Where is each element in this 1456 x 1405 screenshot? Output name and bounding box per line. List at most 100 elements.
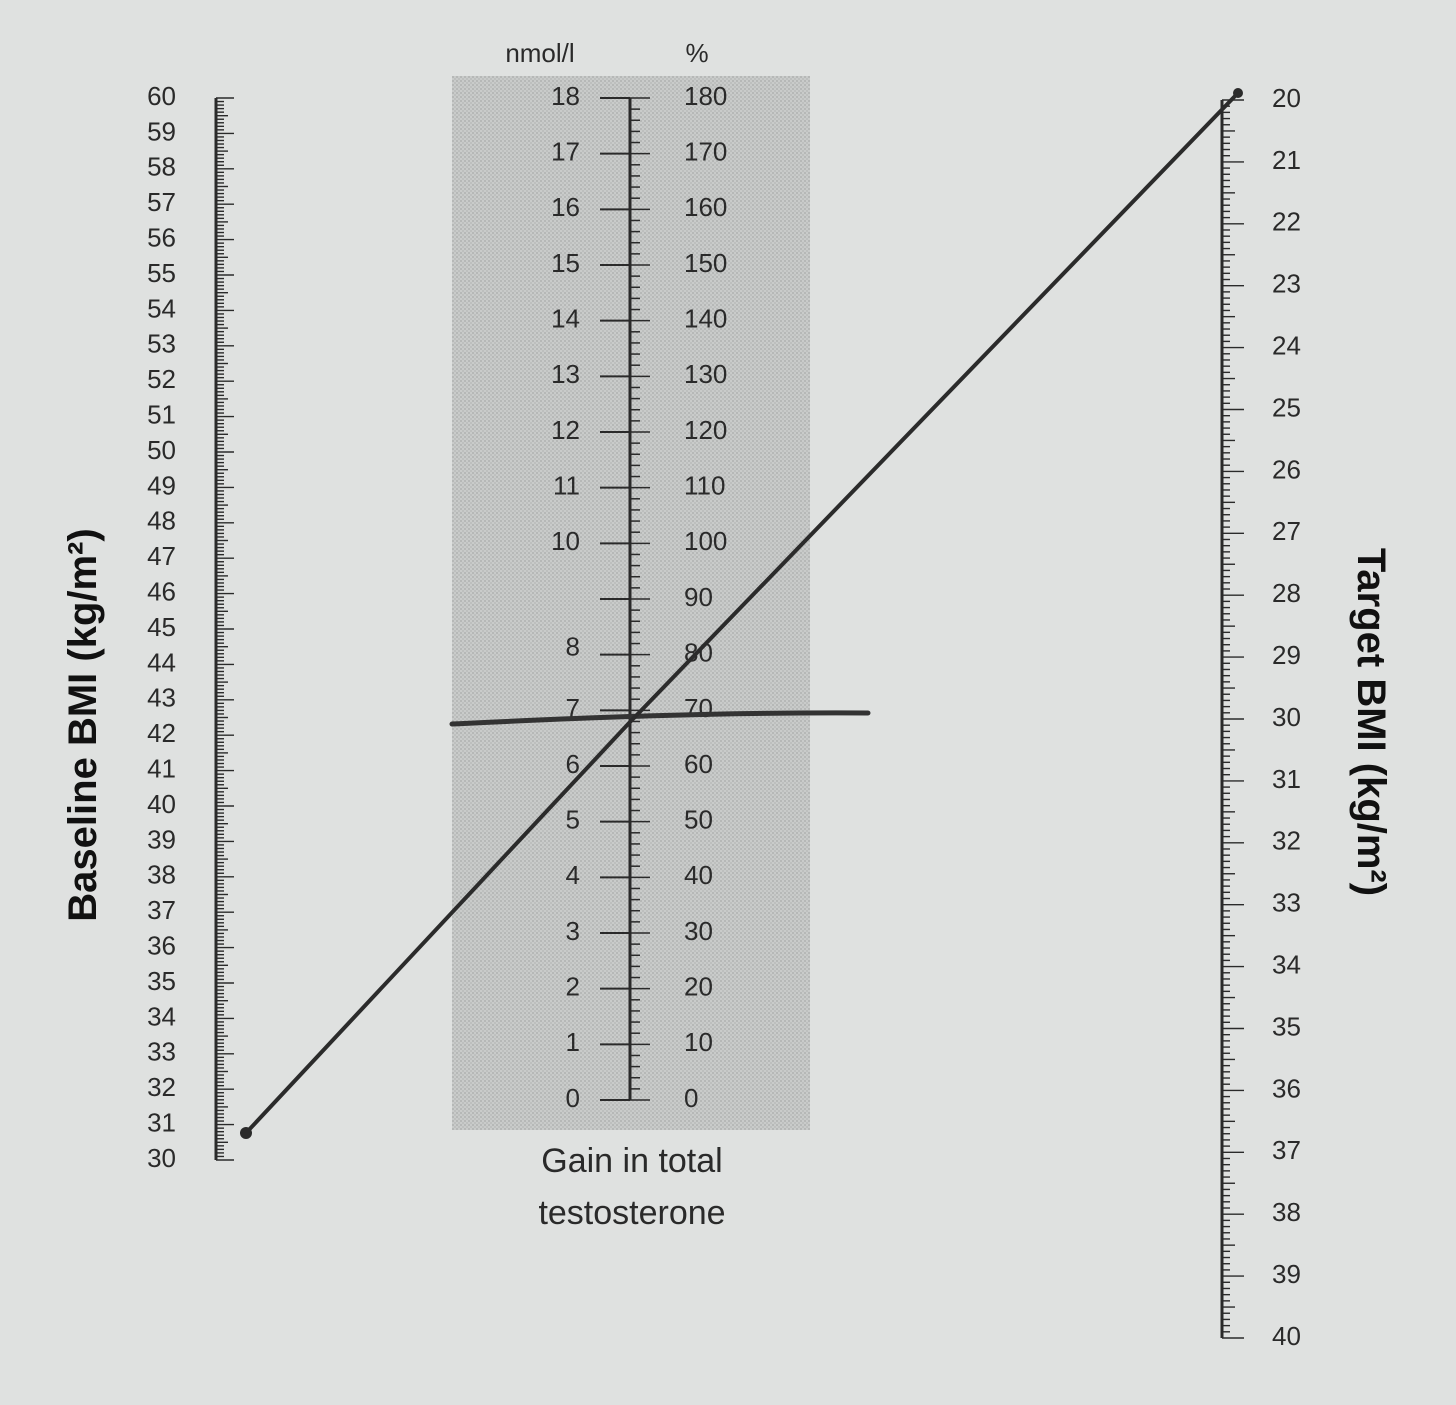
target-tick-label: 20 [1272,83,1301,113]
baseline-tick-label: 60 [147,81,176,111]
percent-tick-label: 10 [684,1027,713,1057]
nmol-tick-label: 14 [551,304,580,334]
baseline-tick-label: 36 [147,930,176,960]
baseline-tick-label: 59 [147,116,176,146]
nmol-tick-label: 6 [566,749,580,779]
nmol-tick-label: 11 [553,471,580,501]
baseline-tick-label: 45 [147,612,176,642]
baseline-tick-label: 33 [147,1037,176,1067]
percent-tick-label: 30 [684,916,713,946]
target-tick-label: 26 [1272,454,1301,484]
target-tick-label: 24 [1272,330,1301,360]
target-tick-label: 37 [1272,1135,1301,1165]
nmol-tick-label: 13 [551,359,580,389]
nmol-tick-label: 3 [566,916,580,946]
baseline-tick-label: 50 [147,435,176,465]
baseline-tick-label: 38 [147,860,176,890]
baseline-tick-label: 49 [147,470,176,500]
target-tick-label: 22 [1272,207,1301,237]
middle-caption-line1: Gain in total [541,1142,722,1180]
annotation-start-dot [240,1127,252,1139]
target-tick-label: 36 [1272,1073,1301,1103]
baseline-tick-label: 42 [147,718,176,748]
target-tick-label: 38 [1272,1197,1301,1227]
baseline-tick-label: 32 [147,1072,176,1102]
baseline-tick-label: 40 [147,789,176,819]
percent-tick-label: 110 [684,471,725,501]
percent-tick-label: 170 [684,137,727,167]
unit-percent-label: % [685,38,708,68]
target-tick-label: 25 [1272,392,1301,422]
baseline-bmi-axis: 60 59 58 57 56 55 54 53 52 51 50 49 48 47 46 45 44 43 42 41… [147,81,234,1173]
testosterone-gain-axis: 1801701601501401301201101009080706050403… [551,81,727,1113]
baseline-tick-label: 51 [147,399,176,429]
baseline-tick-label: 34 [147,1001,176,1031]
baseline-tick-label: 58 [147,152,176,182]
percent-tick-label: 70 [684,693,713,723]
nmol-tick-label: 12 [551,415,580,445]
baseline-tick-label: 31 [147,1107,176,1137]
nmol-tick-label: 0 [566,1083,580,1113]
nmol-tick-label: 15 [551,248,580,278]
target-tick-label: 33 [1272,888,1301,918]
nmol-tick-label: 8 [566,632,580,662]
percent-tick-label: 90 [684,582,713,612]
baseline-tick-label: 37 [147,895,176,925]
baseline-tick-label: 55 [147,258,176,288]
percent-tick-label: 150 [684,248,727,278]
target-tick-label: 35 [1272,1011,1301,1041]
percent-tick-label: 100 [684,526,727,556]
nmol-tick-label: 1 [566,1027,580,1057]
annotation-end-dot [1233,88,1243,98]
nmol-tick-label: 7 [566,693,580,723]
target-tick-label: 28 [1272,578,1301,608]
percent-tick-label: 40 [684,860,713,890]
percent-tick-label: 60 [684,749,713,779]
percent-tick-label: 120 [684,415,727,445]
target-tick-label: 32 [1272,826,1301,856]
baseline-tick-label: 30 [147,1143,176,1173]
nmol-tick-label: 4 [566,860,580,890]
baseline-tick-label: 47 [147,541,176,571]
unit-nmol-label: nmol/l [505,38,574,68]
baseline-tick-label: 48 [147,506,176,536]
baseline-tick-label: 35 [147,966,176,996]
target-tick-label: 34 [1272,949,1301,979]
baseline-tick-label: 41 [147,753,176,783]
baseline-tick-label: 56 [147,222,176,252]
percent-tick-label: 0 [684,1083,698,1113]
target-tick-label: 29 [1272,640,1301,670]
target-tick-label: 30 [1272,702,1301,732]
target-tick-label: 21 [1272,145,1301,175]
nmol-tick-label: 5 [566,805,580,835]
target-bmi-title: Target BMI (kg/m²) [1349,548,1393,896]
baseline-tick-label: 43 [147,683,176,713]
baseline-bmi-title: Baseline BMI (kg/m²) [61,528,105,921]
middle-caption-line2: testosterone [538,1194,725,1232]
percent-tick-label: 50 [684,805,713,835]
target-tick-label: 40 [1272,1321,1301,1351]
baseline-tick-label: 54 [147,293,176,323]
baseline-tick-label: 53 [147,329,176,359]
baseline-tick-label: 57 [147,187,176,217]
baseline-tick-label: 52 [147,364,176,394]
baseline-tick-label: 39 [147,824,176,854]
percent-tick-label: 130 [684,359,727,389]
percent-tick-label: 20 [684,972,713,1002]
percent-tick-label: 140 [684,304,727,334]
nmol-tick-label: 17 [551,137,580,167]
annotation-diagonal-line [244,91,1240,1135]
percent-tick-label: 160 [684,192,727,222]
target-tick-label: 23 [1272,269,1301,299]
baseline-tick-label: 46 [147,576,176,606]
nmol-tick-label: 2 [566,972,580,1002]
nmol-tick-label: 18 [551,81,580,111]
baseline-tick-label: 44 [147,647,176,677]
target-tick-label: 27 [1272,516,1301,546]
nmol-tick-label: 10 [551,526,580,556]
target-tick-label: 31 [1272,764,1301,794]
nmol-tick-label: 16 [551,192,580,222]
target-bmi-axis: 20 21 22 23 24 25 26 27 28 29 30 31 32 33 34 35 36 37 38 39… [1220,83,1301,1351]
